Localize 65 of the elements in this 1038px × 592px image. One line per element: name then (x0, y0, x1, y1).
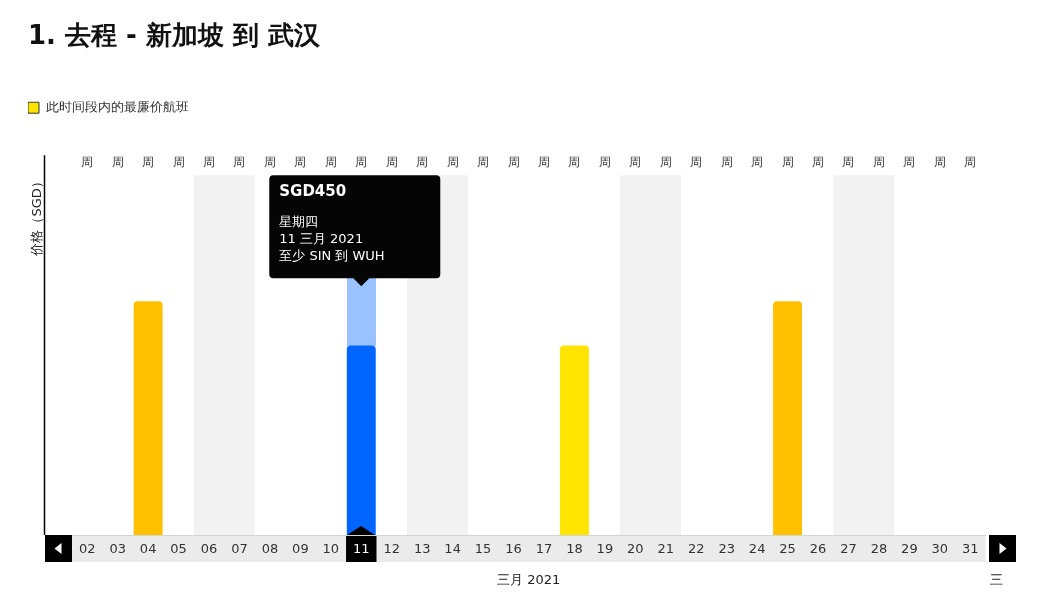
text: 周 (111, 155, 124, 170)
text: 周 (812, 155, 825, 170)
x-tick-label: 12 (383, 541, 400, 557)
text: 周 (416, 155, 429, 170)
x-tick-label: 31 (962, 541, 979, 557)
text: 周 (629, 155, 642, 170)
text: 周 (263, 155, 276, 170)
text: 周 (964, 155, 977, 170)
x-tick-label: 02 (78, 541, 96, 557)
x-tick-label: 25 (779, 541, 796, 557)
text: 周 (781, 155, 794, 170)
text: 周 (537, 155, 550, 170)
x-tick-label: 07 (231, 541, 248, 557)
text: 周 (751, 155, 764, 170)
text: 周 (355, 155, 368, 170)
text: 周 (142, 155, 155, 170)
text: 周 (385, 155, 398, 170)
text: 周 (446, 155, 459, 170)
x-tick-label: 04 (139, 541, 157, 557)
text: 周 (933, 155, 946, 170)
x-tick-label: 03 (109, 541, 126, 557)
x-tick-label: 16 (505, 541, 522, 557)
x-tick-label: 20 (627, 541, 644, 557)
x-tick-label: 08 (261, 541, 279, 557)
text: 周 (233, 155, 246, 170)
x-tick-label: 09 (292, 541, 309, 557)
text: 周 (690, 155, 703, 170)
text: 周 (324, 155, 337, 170)
text: 周 (81, 155, 94, 170)
text: 周 (659, 155, 672, 170)
text: 周 (720, 155, 733, 170)
x-tick-label: 05 (170, 541, 187, 557)
text: 周 (477, 155, 490, 170)
text: 周 (903, 155, 916, 170)
text: 周 (507, 155, 520, 170)
y-axis-title: 价格（SGD） (29, 175, 45, 257)
x-tick-label: 11 (353, 541, 370, 557)
text: 周 (294, 155, 307, 170)
x-tick-label: 17 (535, 541, 553, 557)
text: SGD450 星期四 11 三月 2021 至少 SIN 到 WUH (279, 182, 385, 263)
chart-title: 1. 去程 - 新加坡 到 武汉 (28, 20, 322, 51)
x-tick-label: 13 (413, 541, 431, 557)
text: 周 (172, 155, 185, 170)
x-tick-label: 21 (657, 541, 675, 557)
x-tick-label: 24 (748, 541, 766, 557)
text: 周 (872, 155, 885, 170)
text: 周 (598, 155, 611, 170)
x-axis-title: 三月 2021 (497, 571, 561, 587)
x-tick-label: 14 (444, 541, 461, 557)
x-tick-label: 19 (596, 541, 614, 557)
x-tick-label: 06 (200, 541, 218, 557)
x-tick-label: 27 (840, 541, 857, 557)
x-tick-label: 23 (718, 541, 735, 557)
text: 三 (990, 572, 1003, 588)
text: 周 (568, 155, 581, 170)
x-tick-label: 28 (870, 541, 888, 557)
text: 周 (842, 155, 855, 170)
x-tick-label: 15 (474, 541, 492, 557)
x-tick-label: 30 (931, 541, 949, 557)
x-tick-label: 10 (322, 541, 340, 557)
x-tick-label: 22 (687, 541, 705, 557)
x-tick-label: 18 (566, 541, 583, 557)
text: 周 (203, 155, 216, 170)
x-tick-label: 26 (809, 541, 827, 557)
x-tick-label: 29 (901, 541, 918, 557)
